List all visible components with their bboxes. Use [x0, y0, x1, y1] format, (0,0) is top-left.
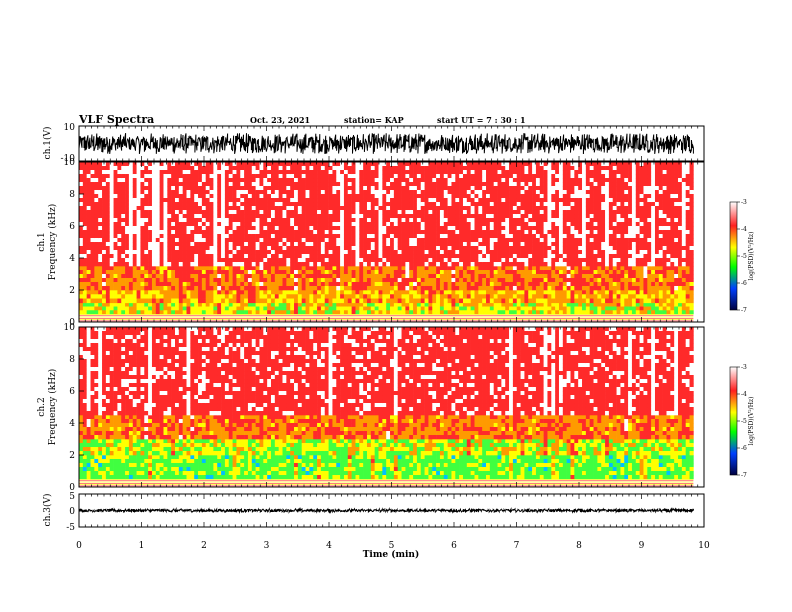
ch2-spectrogram-panel: 0 2 4 6 8 10 ch.2 Frequency (kHz)	[37, 323, 705, 493]
time-axis-tick-label: 8	[576, 541, 582, 551]
ch1-spectrogram-ytick: 0	[69, 318, 75, 328]
ch2-spectrogram-channel-label: ch.2	[37, 397, 47, 416]
ch1-spectrogram-ytick: 10	[64, 158, 76, 168]
colorbar-tick-label: -6	[741, 280, 747, 287]
ch2-spectrogram-ytick: 8	[69, 355, 75, 365]
ch1-waveform-ylabel: ch.1(V)	[42, 127, 53, 160]
time-axis-ticks	[78, 126, 705, 527]
ch2-spectrogram-ytick: 0	[69, 483, 75, 493]
ch3-waveform-panel: 5 0 -5 ch.3(V)	[42, 492, 705, 533]
time-axis-tick-label: 4	[326, 541, 332, 551]
colorbar-tick-label: -4	[741, 391, 747, 398]
station-label: station= KAP	[344, 115, 404, 125]
ch2-colorbar: -3 -4 -5 -6 -7 log(PSD)(V²/Hz)	[729, 364, 755, 479]
colorbar-tick-label: -5	[741, 418, 747, 425]
ch1-spectrogram-yticks: 0 2 4 6 8 10	[64, 158, 84, 328]
ch1-spectrogram-panel: 0 2 4 6 8 10 ch.1 Frequency (kHz)	[37, 158, 705, 328]
time-axis-tick-label: 10	[698, 541, 710, 551]
ch1-spectrogram-ylabel: Frequency (kHz)	[47, 204, 58, 281]
ch3-waveform-trace	[78, 506, 694, 514]
ch1-spectrogram-image	[79, 162, 694, 322]
colorbar-tick-label: -3	[741, 364, 747, 371]
colorbar-tick-label: -6	[741, 445, 747, 452]
ch1-colorbar: -3 -4 -5 -6 -7 log(PSD)(V²/Hz)	[729, 199, 755, 314]
ch3-waveform-line	[78, 506, 694, 514]
ch2-colorbar-label: log(PSD)(V²/Hz)	[748, 397, 755, 446]
time-axis-label: Time (min)	[363, 549, 420, 560]
colorbar-tick-label: -4	[741, 226, 747, 233]
date-label: Oct. 23, 2021	[250, 115, 310, 125]
ch1-colorbar-label: log(PSD)(V²/Hz)	[748, 232, 755, 281]
colorbar-tick-label: -5	[741, 253, 747, 260]
ch1-ytick-bottom: -10	[61, 154, 76, 164]
time-axis-tick-label: 9	[639, 541, 645, 551]
colorbar-tick-label: -7	[741, 472, 747, 479]
time-axis-tick-label: 1	[139, 541, 145, 551]
ch2-spectrogram-ytick: 4	[69, 419, 75, 429]
colorbar-tick-label: -7	[741, 307, 747, 314]
ch2-colorbar-gradient	[729, 366, 738, 476]
ch3-ytick-mid: 0	[69, 507, 75, 517]
time-axis-tick-label: 7	[514, 541, 520, 551]
ch1-spectrogram-ytick: 8	[69, 190, 75, 200]
ch1-spectrogram-ytick: 6	[69, 222, 75, 232]
ch1-waveform-trace	[78, 133, 694, 155]
time-axis-tick-labels: 0 1 2 3 4 5 6 7 8 9 10	[76, 541, 710, 551]
ch1-colorbar-gradient	[729, 201, 738, 311]
colorbar-tick-label: -3	[741, 199, 747, 206]
ch3-ytick-top: 5	[69, 492, 75, 502]
ch3-waveform-ylabel: ch.3(V)	[42, 494, 53, 527]
ch2-spectrogram-ytick: 10	[64, 323, 76, 333]
figure-title: VLF Spectra	[78, 113, 154, 126]
ch2-spectrogram-ytick: 6	[69, 387, 75, 397]
ch2-spectrogram-image	[79, 327, 694, 487]
ch3-ytick-bottom: -5	[66, 523, 75, 533]
time-axis-tick-label: 2	[201, 541, 207, 551]
time-axis-tick-label: 5	[389, 541, 395, 551]
ch1-spectrogram-channel-label: ch.1	[37, 232, 47, 251]
time-axis-tick-label: 0	[76, 541, 82, 551]
ch1-ytick-top: 10	[64, 123, 76, 133]
time-axis-tick-label: 3	[264, 541, 270, 551]
ch1-waveform-line	[78, 133, 694, 155]
ch1-spectrogram-ytick: 4	[69, 254, 75, 264]
ch2-spectrogram-yticks: 0 2 4 6 8 10	[64, 323, 84, 493]
time-axis-tick-label: 6	[451, 541, 457, 551]
start-time-label: start UT = 7 : 30 : 1	[437, 115, 526, 125]
ch2-spectrogram-ytick: 2	[69, 451, 75, 461]
ch2-spectrogram-ylabel: Frequency (kHz)	[47, 369, 58, 446]
ch1-spectrogram-ytick: 2	[69, 286, 75, 296]
